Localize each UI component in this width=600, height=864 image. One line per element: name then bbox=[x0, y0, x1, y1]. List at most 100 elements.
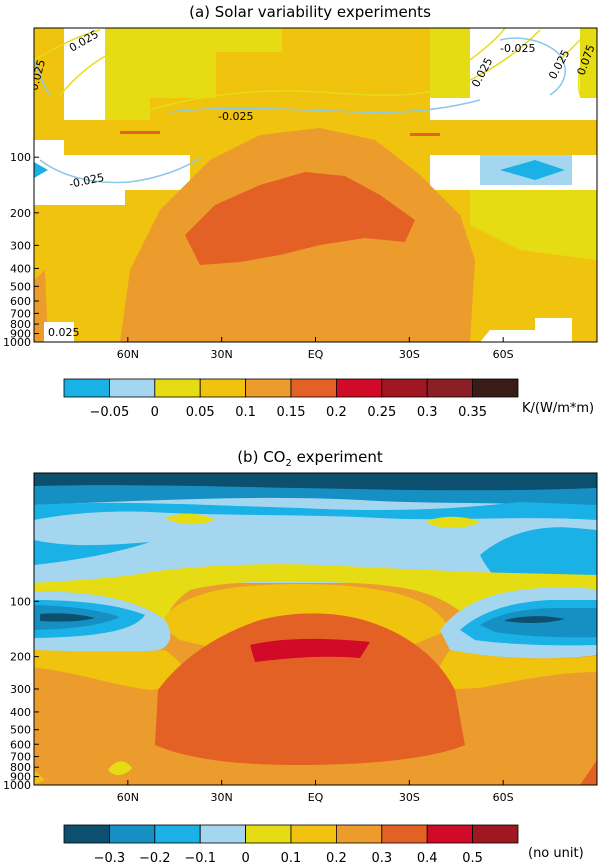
panel-b-colorbar-level-label: −0.2 bbox=[139, 851, 171, 864]
panel-a-white-br bbox=[480, 318, 572, 342]
panel-b-red-corner bbox=[580, 760, 597, 785]
panel-a-ytick-label: 1000 bbox=[3, 336, 31, 349]
panel-a-colorbar-level-label: 0.25 bbox=[367, 405, 396, 420]
panel-b-ytick-label: 500 bbox=[10, 724, 31, 737]
panel-b-yellow-streak-2 bbox=[425, 516, 480, 528]
panel-a-contour-2 bbox=[149, 29, 541, 111]
panel-a-neg-left bbox=[34, 162, 48, 178]
panel-b-colorbar-swatch bbox=[335, 824, 383, 844]
panel-a-yellow-right bbox=[470, 190, 597, 260]
panel-a-title: (a) Solar variability experiments bbox=[189, 3, 431, 21]
panel-a-ytick-label: 600 bbox=[10, 295, 31, 308]
panel-a-colorbar-level-label: −0.05 bbox=[89, 405, 129, 420]
panel-a-xtick-label: 30N bbox=[211, 348, 233, 361]
panel-b-xtick-label: 60N bbox=[117, 791, 139, 804]
panel-b-ytick-label: 100 bbox=[10, 595, 31, 608]
panel-b-colorbar-level-label: −0.3 bbox=[94, 851, 126, 864]
panel-b-colorbar-swatch bbox=[472, 824, 519, 844]
panel-b-colorbar-swatch bbox=[245, 824, 292, 844]
panel-b-title: (b) CO2 experiment bbox=[237, 448, 383, 469]
panel-b-right-lobe-core bbox=[505, 616, 565, 624]
panel-a-colorbar-swatch bbox=[290, 378, 337, 398]
panel-b-strat-mid bbox=[34, 502, 597, 520]
panel-a-yellow-topright bbox=[430, 28, 470, 98]
panel-b-ytick-label: 300 bbox=[10, 683, 31, 696]
panel-a-ytick-label: 100 bbox=[10, 151, 31, 164]
panel-b-gold-bl bbox=[34, 770, 45, 785]
panel-b-title-rest: experiment bbox=[292, 448, 383, 466]
panel-a-xtick-label: 30S bbox=[399, 348, 420, 361]
panel-a-colorbar-swatch bbox=[381, 378, 428, 398]
panel-a-contour-1 bbox=[34, 29, 151, 96]
panel-b-colorbar-swatch bbox=[199, 824, 246, 844]
panel-a-clabel-9: 0.025 bbox=[48, 326, 80, 339]
panel-b-colorbar-swatch bbox=[381, 824, 428, 844]
panel-a-xtick-label: 60N bbox=[117, 348, 139, 361]
panel-a-colorbar-swatch bbox=[199, 378, 246, 398]
panel-a-white-bl bbox=[44, 322, 74, 342]
panel-b-ytick-label: 200 bbox=[10, 651, 31, 664]
panel-b-ytick-label: 600 bbox=[10, 738, 31, 751]
panel-b-left-lobe-core bbox=[40, 613, 95, 622]
panel-a-colorbar-level-label: 0 bbox=[151, 405, 159, 420]
panel-a-colorbar-swatch bbox=[426, 378, 474, 398]
panel-a-colorbar-level-label: 0.15 bbox=[277, 405, 306, 420]
panel-b-strat-band2 bbox=[34, 540, 150, 565]
panel-b-ytick-label: 700 bbox=[10, 751, 31, 764]
panel-a-yellow-topleft bbox=[105, 28, 282, 120]
panel-b-yellow-streak-1 bbox=[165, 513, 215, 525]
panel-a-colorbar-swatch bbox=[472, 378, 519, 398]
panel-b-bulge bbox=[155, 613, 465, 765]
panel-b-xtick-label: 30S bbox=[399, 791, 420, 804]
panel-a-colorbar-level-label: 0.35 bbox=[458, 405, 487, 420]
panel-b-ytick-label: 400 bbox=[10, 706, 31, 719]
panel-b-xtick-label: EQ bbox=[308, 791, 324, 804]
panel-a-contour-neg3 bbox=[499, 37, 566, 96]
panel-b-colorbar-level-label: 0.3 bbox=[371, 851, 392, 864]
panel-b-gold-left bbox=[34, 650, 195, 690]
panel-a-ytick-label: 800 bbox=[10, 318, 31, 331]
panel-b-gold-right bbox=[430, 650, 597, 690]
panel-a-xtick-label: EQ bbox=[308, 348, 324, 361]
panel-a-xtick-label: 60S bbox=[493, 348, 514, 361]
panel-a-white-left-lower bbox=[34, 140, 190, 205]
panel-a-colorbar-swatch bbox=[63, 378, 110, 398]
panel-a-colorbar-level-label: 0.3 bbox=[417, 405, 438, 420]
panel-b-colorbar-level-label: 0.5 bbox=[462, 851, 483, 864]
panel-a-plot: 0.025 -0.025 -0.025 -0.025 -0.025 0.025 … bbox=[34, 28, 597, 342]
panel-b-xtick-label: 30N bbox=[211, 791, 233, 804]
panel-a-yellow-topright2 bbox=[580, 28, 597, 98]
panel-a-colorbar-swatch bbox=[335, 378, 383, 398]
panel-a-contour-3 bbox=[469, 28, 591, 61]
panel-b-yellow-band bbox=[34, 564, 597, 620]
panel-a-neg-core bbox=[500, 160, 565, 180]
panel-b-ytick-label: 1000 bbox=[3, 779, 31, 792]
panel-b-core bbox=[250, 638, 370, 662]
panel-b-colorbar-level-label: 0.1 bbox=[281, 851, 302, 864]
panel-a-colorbar-unit: K/(W/m*m) bbox=[522, 401, 594, 416]
panel-a-colorbar-level-label: 0.1 bbox=[235, 405, 256, 420]
panel-b-colorbar-level-label: 0.2 bbox=[326, 851, 347, 864]
panel-a-clabel-3: -0.025 bbox=[218, 110, 253, 123]
panel-b-ytick-label: 900 bbox=[10, 771, 31, 784]
panel-b-colorbar-swatch bbox=[290, 824, 337, 844]
panel-a-colorbar-swatch bbox=[109, 378, 156, 398]
panel-b-colorbar-swatch bbox=[109, 824, 156, 844]
panel-a-contour-neg1 bbox=[169, 99, 481, 114]
panel-a-ytick-label: 900 bbox=[10, 328, 31, 341]
panel-b-colorbar-swatch bbox=[154, 824, 201, 844]
panel-a-clabel-5: -0.025 bbox=[500, 42, 535, 55]
panel-a-ytick-label: 700 bbox=[10, 307, 31, 320]
panel-b-colorbar-unit: (no unit) bbox=[528, 846, 584, 861]
panel-b-xtick-label: 60S bbox=[493, 791, 514, 804]
panel-a-colorbar-swatch bbox=[245, 378, 292, 398]
panel-a-ytick-label: 400 bbox=[10, 262, 31, 275]
panel-a-contour-neg4 bbox=[34, 59, 51, 96]
panel-b-strat-top-dark bbox=[34, 473, 597, 491]
panel-b-colorbar-level-label: −0.1 bbox=[184, 851, 216, 864]
panel-a-core bbox=[185, 172, 415, 265]
panel-a-contour-neg2 bbox=[39, 157, 201, 184]
